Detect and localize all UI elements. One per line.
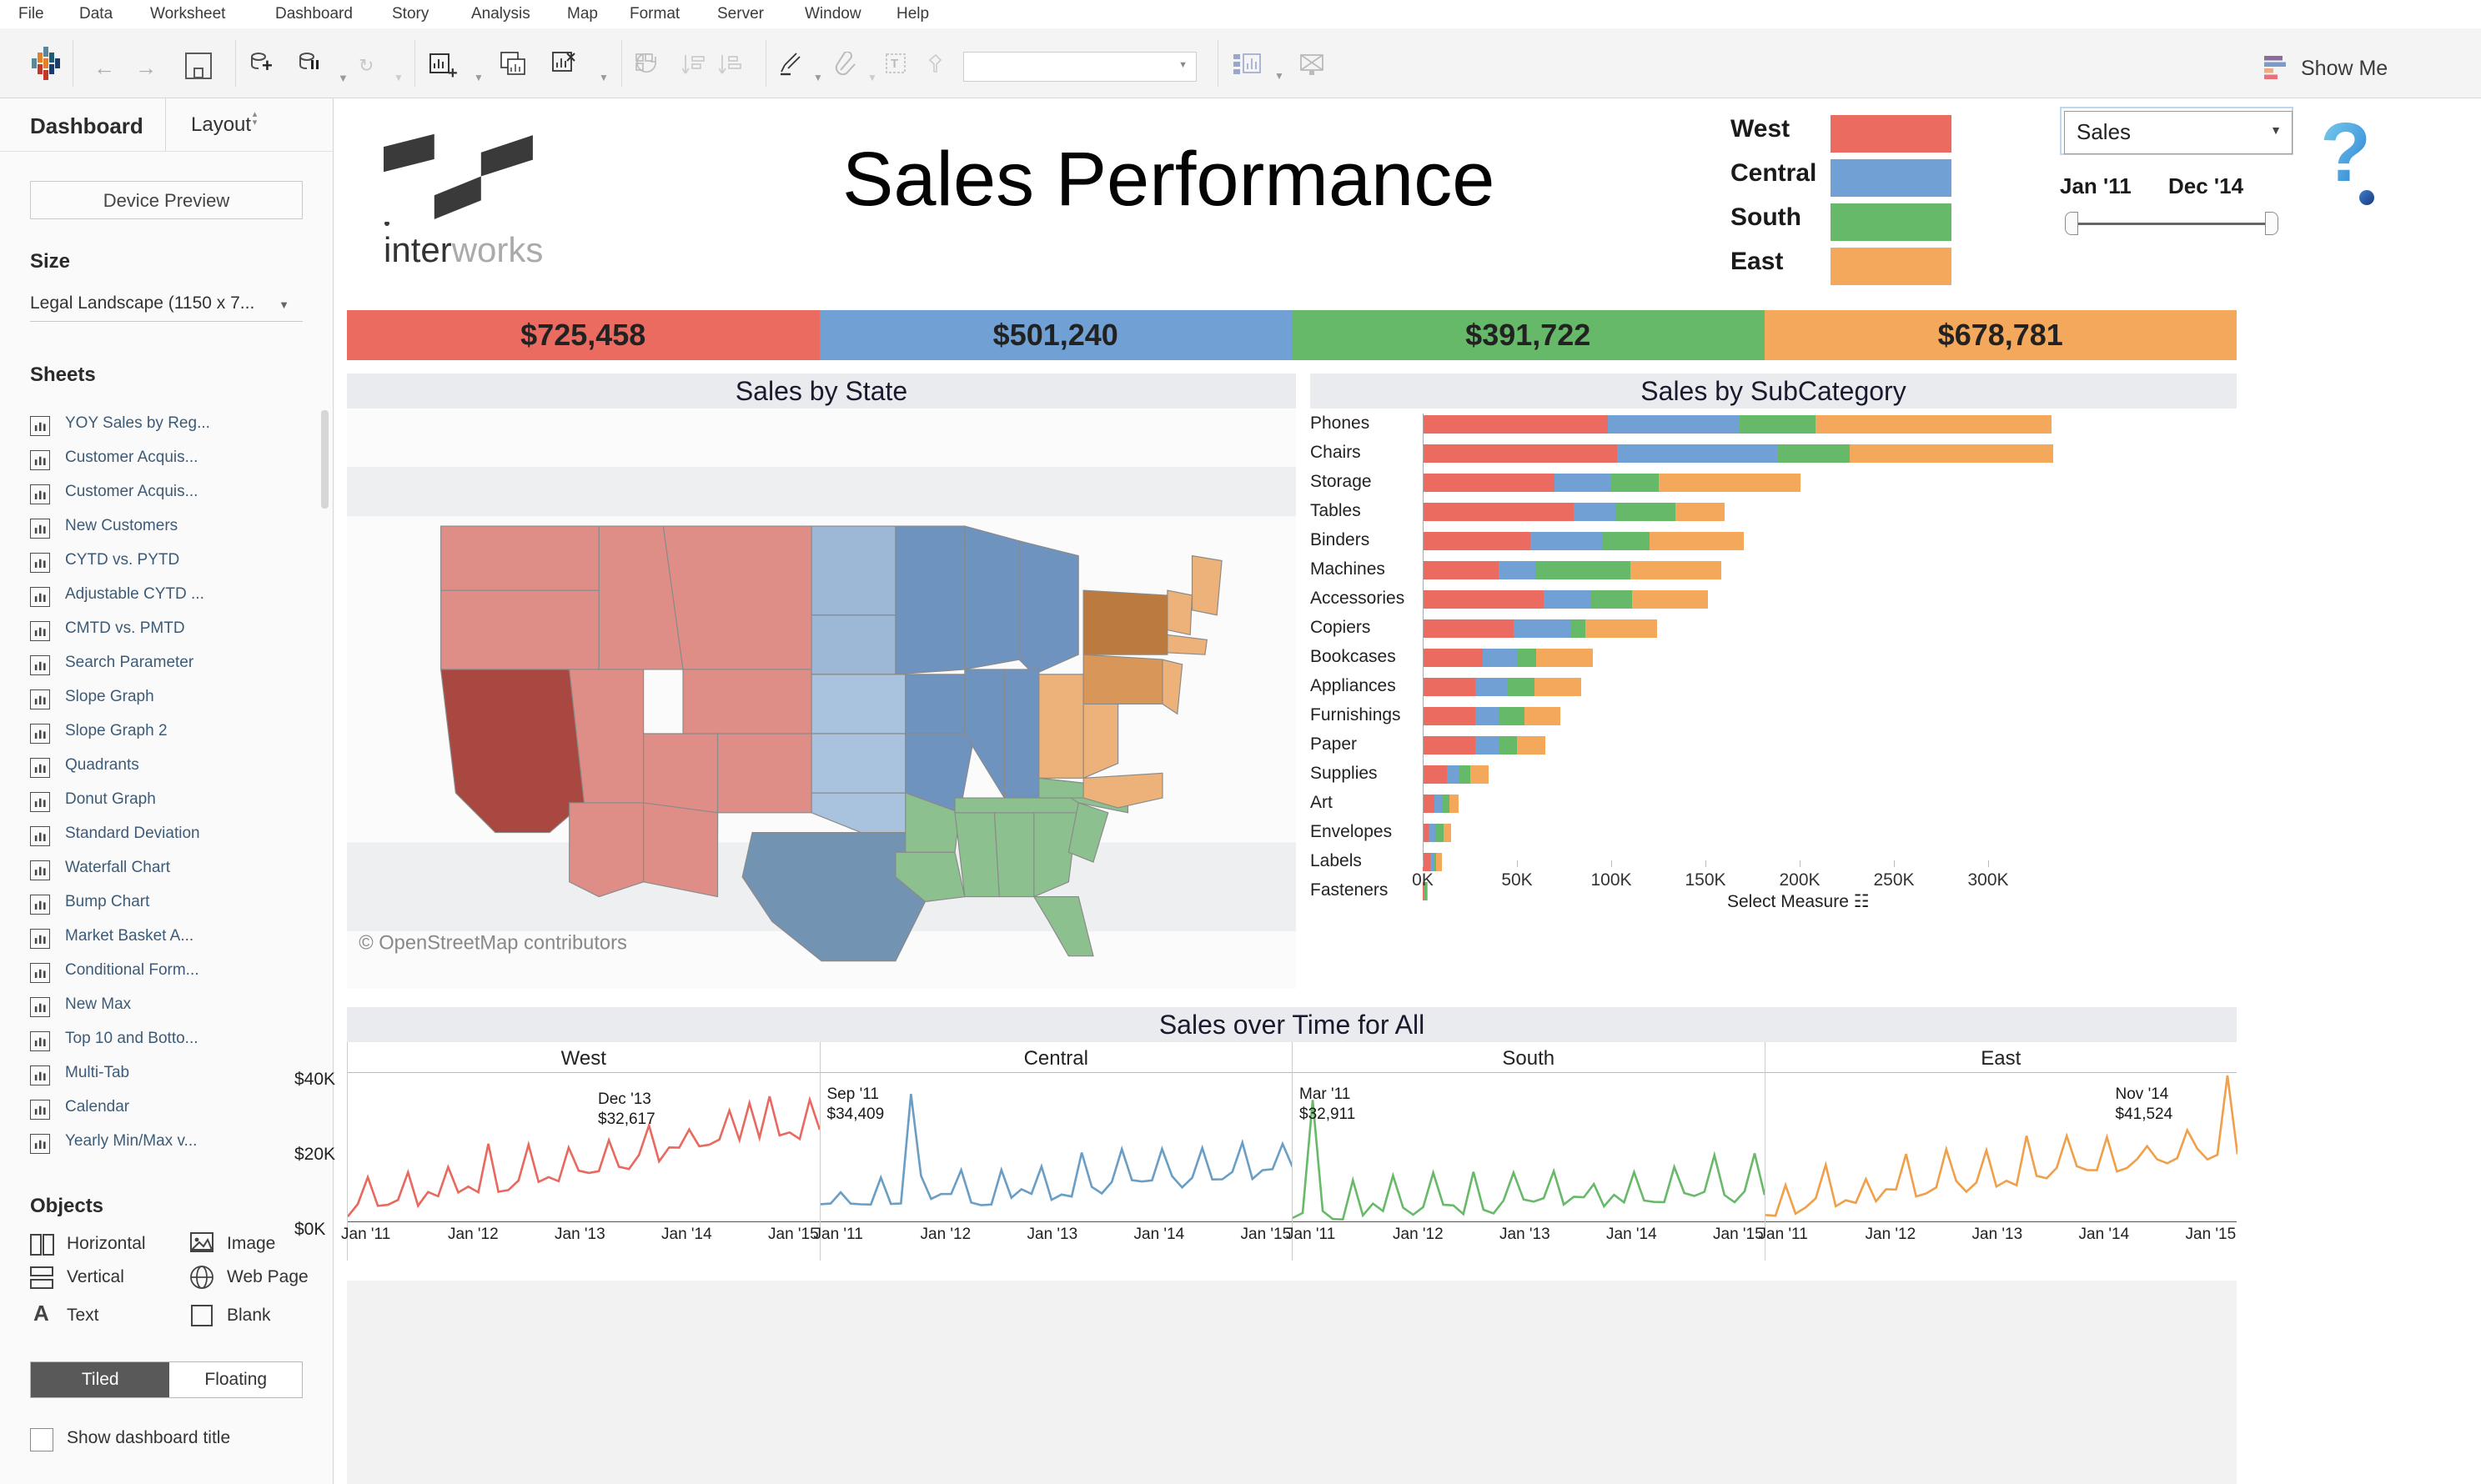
- svg-text:↻: ↻: [359, 55, 374, 76]
- svg-text:→: →: [135, 58, 157, 80]
- svg-text:+: +: [448, 64, 458, 82]
- svg-text:T: T: [891, 57, 898, 71]
- svg-text:© OpenStreetMap contributors: © OpenStreetMap contributors: [359, 932, 627, 954]
- svg-text:interworks: interworks: [384, 230, 543, 269]
- svg-text:+: +: [262, 55, 273, 76]
- svg-text:?: ?: [2320, 106, 2371, 199]
- svg-text:←: ←: [93, 58, 115, 80]
